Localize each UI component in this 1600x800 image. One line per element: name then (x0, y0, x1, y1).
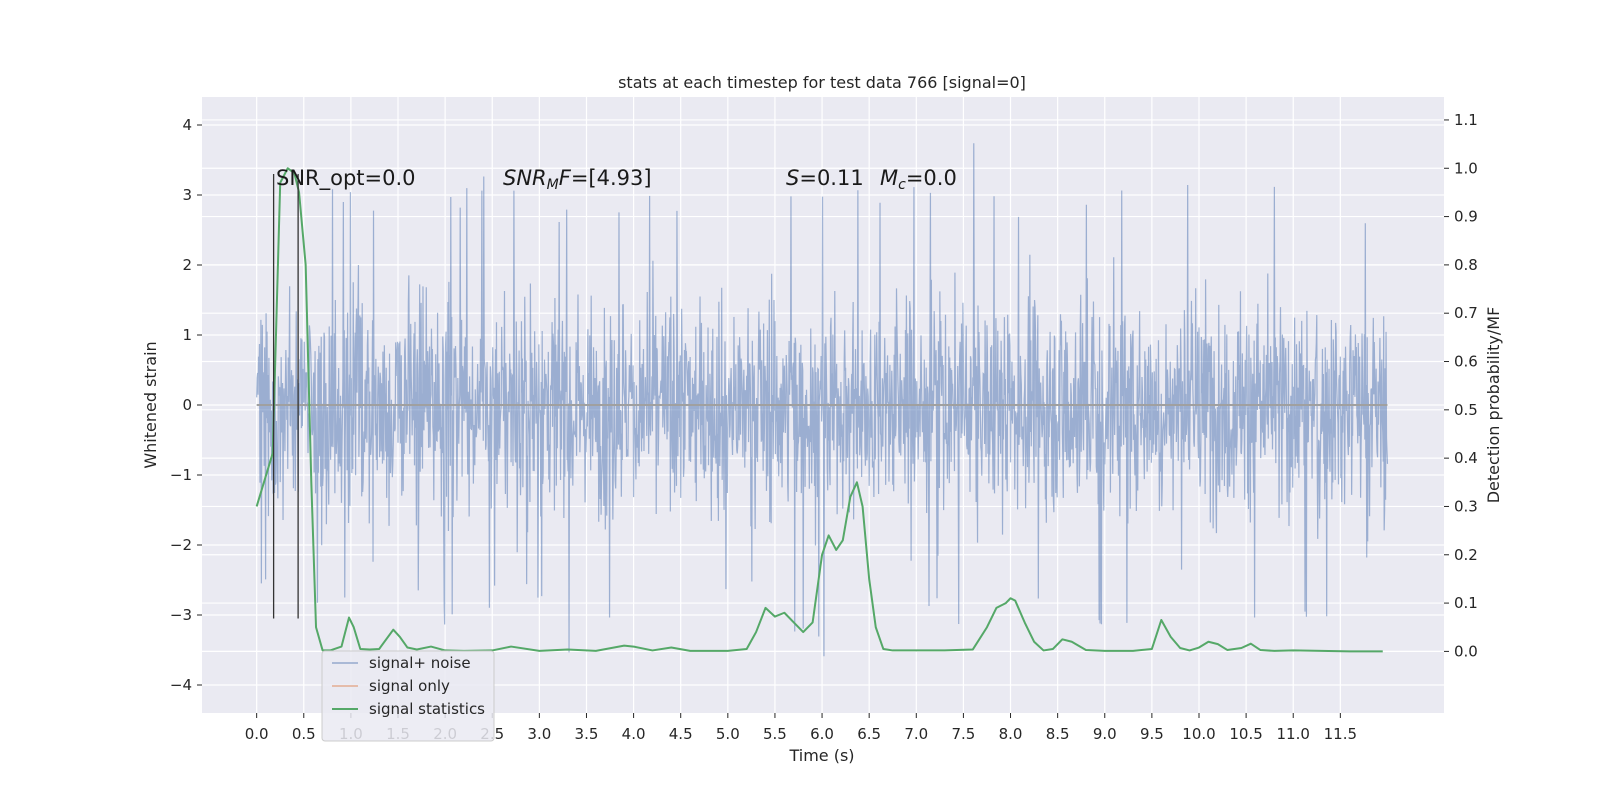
y-tick-label: 1 (182, 326, 192, 344)
y2-tick-label: 0.0 (1454, 642, 1478, 660)
snr-mf-label: SNR (503, 166, 547, 190)
x-tick-label: 4.0 (622, 725, 646, 743)
x-tick-label: 3.5 (575, 725, 599, 743)
x-tick-label: 11.0 (1277, 725, 1310, 743)
x-tick-label: 8.5 (1046, 725, 1070, 743)
y2-tick-label: 1.0 (1454, 159, 1478, 177)
y-tick-label: 2 (182, 256, 192, 274)
x-tick-label: 9.5 (1140, 725, 1164, 743)
y-axis-label: Whitened strain (141, 341, 160, 468)
signal-noise-line (256, 143, 1389, 657)
y-tick-label: −4 (170, 676, 192, 694)
x-tick-label: 5.5 (763, 725, 787, 743)
legend-label-signal-only: signal only (369, 677, 450, 695)
x-tick-label: 7.0 (904, 725, 928, 743)
signal-noise-series (256, 143, 1389, 657)
y2-tick-label: 0.2 (1454, 546, 1478, 564)
y2-axis-label: Detection probability/MF (1484, 307, 1503, 504)
marker-lines (272, 174, 299, 619)
y2-tick-label: 0.1 (1454, 594, 1478, 612)
signal-statistics-line (255, 167, 1383, 653)
s-value: =0.11 (799, 166, 863, 190)
x-tick-label: 0.0 (245, 725, 269, 743)
y2-axis-ticks: 0.0 0.1 0.2 0.3 0.4 0.5 0.6 0.7 0.8 0.9 1.0 1.1 (1444, 111, 1478, 660)
legend: signal+ noise signal only signal statist… (321, 650, 495, 742)
annotation-s: S=0.11 (786, 166, 864, 190)
legend-label-signal-statistics: signal statistics (369, 700, 485, 718)
mc-subscript: c (898, 177, 906, 193)
x-axis-ticks: 0.00.51.01.52.02.53.03.54.04.55.05.56.06… (245, 713, 1357, 743)
x-tick-label: 6.5 (857, 725, 881, 743)
x-tick-label: 10.5 (1229, 725, 1262, 743)
y-tick-label: 0 (182, 396, 192, 414)
x-tick-label: 6.0 (810, 725, 834, 743)
x-tick-label: 11.5 (1324, 725, 1357, 743)
legend-label-signal-noise: signal+ noise (369, 654, 471, 672)
x-tick-label: 10.0 (1182, 725, 1215, 743)
y2-tick-label: 0.9 (1454, 208, 1478, 226)
annotation-snr-mf: SNRMF=[4.93] (503, 166, 652, 193)
y-tick-label: −3 (170, 606, 192, 624)
y-tick-label: −2 (170, 536, 192, 554)
y-tick-label: 4 (182, 116, 192, 134)
x-tick-label: 7.5 (951, 725, 975, 743)
annotation-snr-opt: SNR_opt=0.0 (276, 166, 416, 191)
y-axis-ticks: −4 −3 −2 −1 0 1 2 3 4 (170, 116, 202, 694)
chart-title: stats at each timestep for test data 766… (618, 73, 1026, 92)
y2-tick-label: 1.1 (1454, 111, 1478, 129)
y2-tick-label: 0.3 (1454, 497, 1478, 515)
snr-mf-subscript: M (547, 177, 559, 193)
x-tick-label: 3.0 (527, 725, 551, 743)
x-tick-label: 9.0 (1093, 725, 1117, 743)
signal-statistics-series (255, 167, 1383, 653)
s-label: S (786, 166, 799, 190)
x-tick-label: 4.5 (669, 725, 693, 743)
annotation-mc: Mc=0.0 (880, 166, 957, 193)
mc-value: =0.0 (906, 166, 957, 190)
y2-tick-label: 0.5 (1454, 401, 1478, 419)
y2-tick-label: 0.7 (1454, 304, 1478, 322)
y-tick-label: 3 (182, 186, 192, 204)
x-tick-label: 5.0 (716, 725, 740, 743)
snr-mf-f: F (559, 166, 572, 190)
legend-box (321, 650, 495, 742)
x-axis-label: Time (s) (788, 746, 854, 765)
x-tick-label: 8.0 (999, 725, 1023, 743)
y-tick-label: −1 (170, 466, 192, 484)
y2-tick-label: 0.4 (1454, 449, 1478, 467)
mc-label: M (880, 166, 898, 190)
y2-tick-label: 0.8 (1454, 256, 1478, 274)
snr-mf-value: =[4.93] (571, 166, 652, 190)
y2-tick-label: 0.6 (1454, 353, 1478, 371)
x-tick-label: 0.5 (292, 725, 316, 743)
